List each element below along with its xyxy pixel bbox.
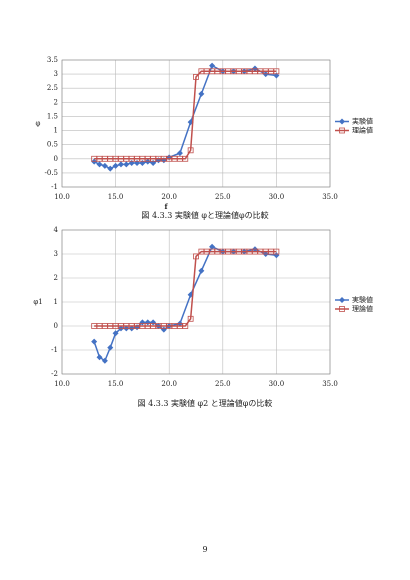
figure-caption: 図 4.3.3 実験値 φと理論値φの比較 — [141, 210, 268, 220]
y-tick-label: 2 — [54, 274, 58, 282]
data-point — [101, 357, 108, 364]
x-tick-label: 35.0 — [322, 380, 338, 388]
y-tick-label: 1 — [54, 298, 58, 306]
y-tick-label: 2 — [54, 98, 58, 106]
plot-frame — [61, 229, 331, 375]
x-tick-label: 15.0 — [108, 380, 124, 388]
data-point — [209, 62, 216, 69]
data-point — [101, 162, 108, 169]
y-tick-label: 0.5 — [47, 141, 58, 149]
x-tick-label: 30.0 — [269, 380, 285, 388]
data-point — [273, 248, 280, 255]
y-tick-label: 3.5 — [47, 56, 58, 64]
legend-label: 理論値 — [352, 126, 373, 135]
x-tick-label: 30.0 — [269, 193, 285, 201]
series-line — [94, 250, 277, 327]
data-point — [187, 315, 194, 322]
data-point — [112, 330, 119, 337]
x-tick-label: 15.0 — [108, 193, 124, 201]
series-line — [94, 70, 277, 160]
y-tick-label: -1 — [51, 346, 58, 354]
data-point — [339, 118, 345, 125]
y-tick-label: -2 — [51, 370, 58, 378]
data-point — [198, 90, 205, 97]
y-tick-label: -1 — [51, 183, 58, 191]
x-axis-label: f — [164, 202, 168, 211]
data-point — [339, 306, 345, 312]
data-point — [209, 243, 216, 250]
data-point — [198, 267, 205, 274]
page-number: 9 — [202, 545, 207, 554]
y-tick-label: 4 — [54, 226, 59, 234]
y-axis-label: φ1 — [33, 298, 42, 306]
data-point — [112, 162, 119, 169]
legend-label: 実験値 — [352, 117, 373, 126]
data-point — [96, 161, 103, 168]
x-tick-label: 25.0 — [215, 193, 231, 201]
data-point — [187, 147, 194, 154]
data-point — [273, 252, 280, 259]
data-point — [339, 297, 345, 303]
y-tick-label: 1 — [54, 127, 58, 135]
y-tick-label: 3 — [54, 250, 58, 258]
x-tick-label: 35.0 — [322, 193, 338, 201]
data-point — [182, 155, 189, 162]
y-tick-label: 0 — [54, 322, 58, 330]
y-tick-label: -0.5 — [45, 169, 59, 177]
x-tick-label: 20.0 — [161, 193, 177, 201]
data-point — [182, 323, 189, 329]
x-tick-label: 25.0 — [215, 380, 231, 388]
figure-caption: 図 4.3.3 実験値 φ2 と理論値φの比較 — [138, 398, 273, 408]
data-point — [339, 127, 345, 134]
data-point — [91, 338, 98, 345]
y-tick-label: 2.5 — [47, 84, 58, 92]
data-point — [176, 150, 183, 157]
data-point — [273, 68, 280, 75]
data-point — [117, 161, 124, 168]
y-tick-label: 3 — [54, 70, 58, 78]
data-point — [123, 161, 130, 168]
x-tick-label: 10.0 — [54, 193, 70, 201]
y-tick-label: 1.5 — [47, 112, 58, 120]
data-point — [96, 354, 103, 361]
legend-label: 実験値 — [352, 295, 373, 304]
y-axis-label: φ — [36, 120, 41, 128]
x-tick-label: 20.0 — [161, 380, 177, 388]
plot-frame — [61, 59, 331, 188]
data-point — [193, 74, 199, 80]
y-tick-label: 0 — [54, 155, 58, 163]
x-tick-label: 10.0 — [54, 380, 70, 388]
data-point — [107, 165, 114, 172]
data-point — [193, 253, 199, 260]
data-point — [107, 344, 114, 351]
legend-label: 理論値 — [352, 304, 373, 313]
